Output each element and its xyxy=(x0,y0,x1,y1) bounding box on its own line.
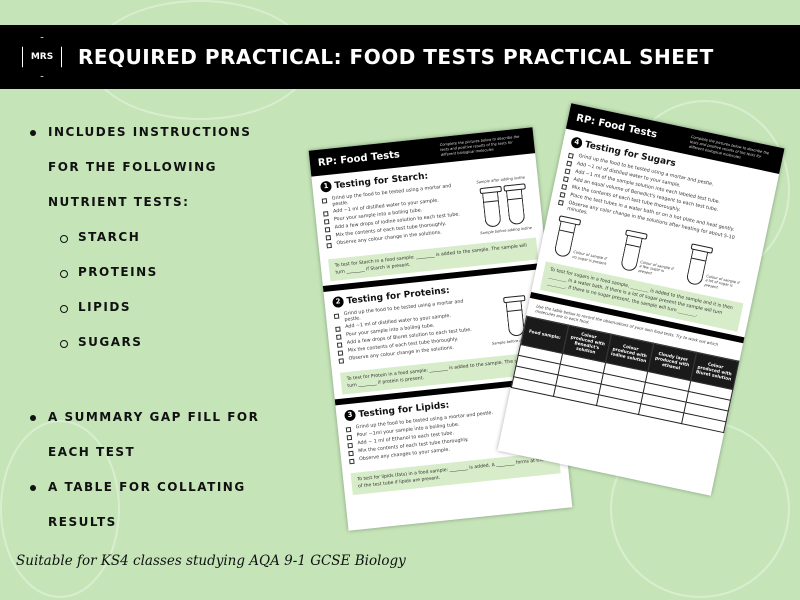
tube-label: Colour of sample if a lot of sugar is pr… xyxy=(704,273,740,290)
sheet-title: RP: Food Tests xyxy=(317,148,401,169)
title-banner: MRS Required Practical: Food Tests Pract… xyxy=(0,25,800,89)
tube-label: Colour of sample if no sugar is present xyxy=(572,249,607,266)
sub-bullet-lipids: Lipids xyxy=(30,290,300,325)
checkbox[interactable] xyxy=(333,313,340,319)
checkbox[interactable] xyxy=(335,333,342,340)
checkbox[interactable] xyxy=(325,234,332,240)
checkbox[interactable] xyxy=(337,349,344,356)
footer-note: Suitable for KS4 classes studying AQA 9-… xyxy=(16,553,406,569)
tube-label: Colour of sample if a few sugar is prese… xyxy=(638,259,674,276)
checkbox[interactable] xyxy=(338,357,345,364)
bullet-item-cont: results xyxy=(48,515,117,529)
checkbox[interactable] xyxy=(346,434,353,440)
checkbox[interactable] xyxy=(345,426,352,432)
sub-bullet-sugars: Sugars xyxy=(30,325,300,360)
step-number: 2 xyxy=(332,296,345,309)
bullet-item: A table for collating xyxy=(30,470,300,505)
checkbox[interactable] xyxy=(323,218,330,225)
sub-bullet-proteins: Proteins xyxy=(30,255,300,290)
checkbox[interactable] xyxy=(559,191,566,198)
checkbox[interactable] xyxy=(566,160,573,167)
test-tube-icon xyxy=(481,185,502,228)
bullet-item-cont: each test xyxy=(48,445,136,459)
checkbox[interactable] xyxy=(347,442,353,448)
checkbox[interactable] xyxy=(561,183,568,190)
feature-list: Includes instructions for the following … xyxy=(30,115,300,540)
step-number: 1 xyxy=(319,180,333,193)
sheet-note: Complete the pictures below to describe … xyxy=(439,134,520,157)
bullet-item: A summary gap fill for xyxy=(30,400,300,435)
checkbox[interactable] xyxy=(562,175,569,182)
checkbox[interactable] xyxy=(326,242,332,248)
brand-logo: MRS xyxy=(22,37,62,77)
checkbox[interactable] xyxy=(348,450,354,456)
checkbox[interactable] xyxy=(349,458,355,464)
page-title: Required Practical: Food Tests Practical… xyxy=(78,45,714,69)
checkbox[interactable] xyxy=(335,325,341,332)
leaf-decoration xyxy=(0,420,120,598)
bullet-item-cont: nutrient tests: xyxy=(48,195,190,209)
sub-bullet-starch: Starch xyxy=(30,220,300,255)
step-number: 4 xyxy=(570,136,584,150)
checkbox[interactable] xyxy=(558,199,564,206)
checkbox[interactable] xyxy=(336,341,343,348)
checkbox[interactable] xyxy=(567,152,574,159)
bullet-item: Includes instructions xyxy=(30,115,300,150)
step-number: 3 xyxy=(343,409,357,422)
checkbox[interactable] xyxy=(323,210,329,217)
bullet-item-cont: for the following xyxy=(48,160,217,174)
checkbox[interactable] xyxy=(321,197,328,204)
checkbox[interactable] xyxy=(324,226,331,233)
test-tube-icon xyxy=(505,183,526,225)
checkbox[interactable] xyxy=(564,167,571,174)
